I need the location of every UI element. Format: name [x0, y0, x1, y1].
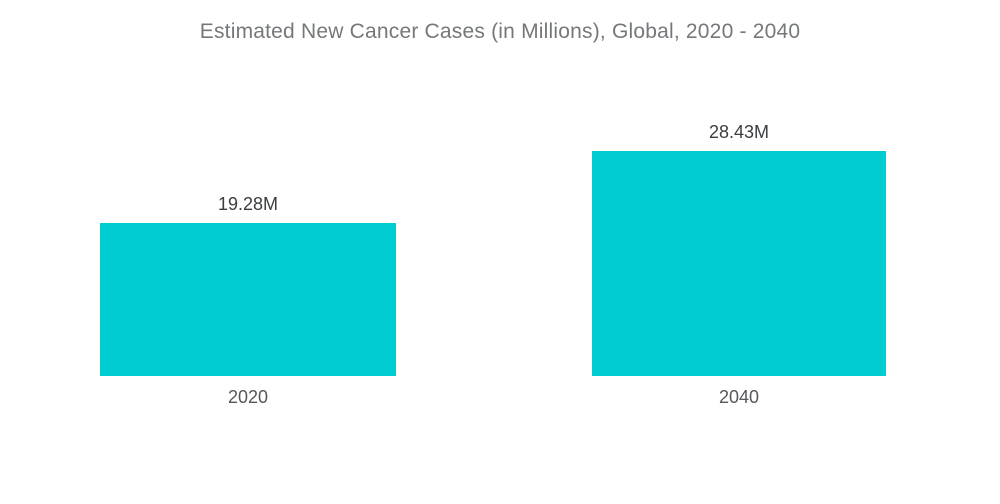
chart-title: Estimated New Cancer Cases (in Millions)…	[199, 20, 801, 43]
category-label-2020: 2020	[227, 387, 269, 407]
plot-area: 19.28M 2020 28.43M 2040	[100, 122, 886, 407]
value-label-2040: 28.43M	[708, 122, 770, 142]
bar-2040	[592, 151, 886, 376]
bar-group-2020: 19.28M 2020	[100, 194, 396, 407]
value-label-2020: 19.28M	[217, 194, 279, 214]
bar-group-2040: 28.43M 2040	[592, 122, 886, 407]
category-label-2040: 2040	[718, 387, 760, 407]
bar-2020	[100, 223, 396, 376]
